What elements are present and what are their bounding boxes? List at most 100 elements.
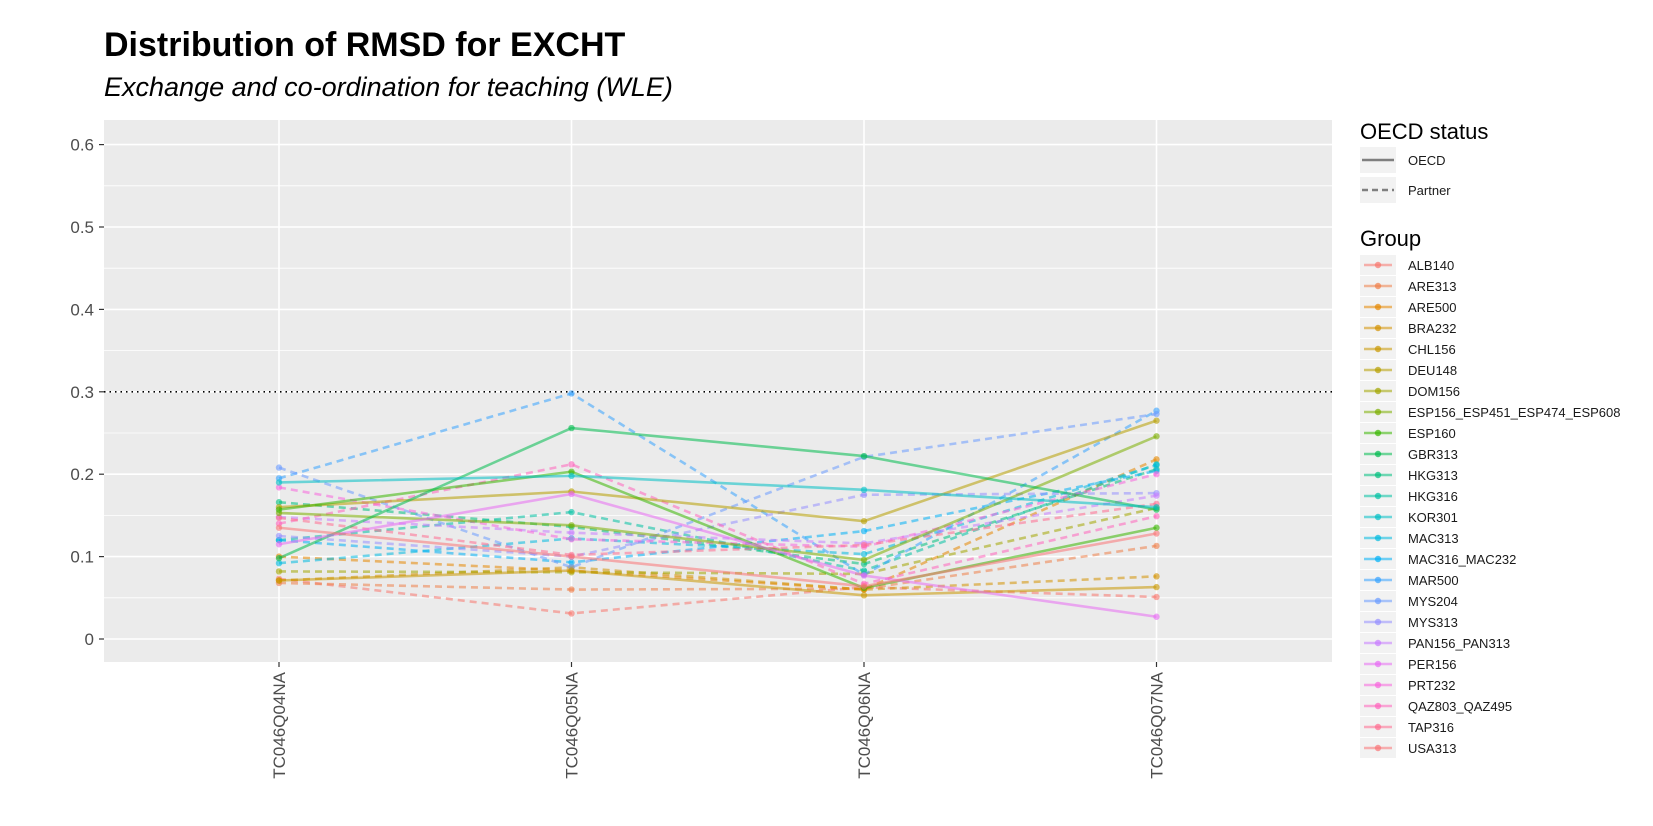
data-point: [275, 479, 283, 486]
y-tick-label: 0.6: [70, 136, 94, 155]
legend-label: Partner: [1408, 183, 1451, 198]
data-point: [1153, 542, 1160, 550]
group-key-prt232: PRT232: [1360, 675, 1455, 695]
legend-key-point: [1374, 744, 1382, 752]
group-key-mac313: MAC313: [1360, 528, 1459, 548]
data-point: [1153, 613, 1160, 620]
data-point: [568, 610, 575, 617]
legend-key-point: [1374, 555, 1382, 563]
y-axis: 0 0.1 0.2 0.3 0.4 0.5 0.6: [70, 136, 104, 649]
data-point: [568, 567, 575, 574]
group-key-mys313: MYS313: [1360, 612, 1458, 632]
data-point: [275, 514, 283, 522]
series-line: [278, 474, 1157, 509]
data-point: [860, 491, 868, 498]
linetype-key-oecd: OECD: [1360, 147, 1446, 173]
data-point: [568, 559, 575, 566]
legend-key-point: [1374, 366, 1382, 374]
group-key-are313: ARE313: [1360, 276, 1456, 296]
chart-title: Distribution of RMSD for EXCHT: [104, 26, 626, 64]
data-point: [1153, 524, 1160, 531]
data-point: [568, 424, 575, 432]
legend-key-point: [1374, 408, 1382, 416]
legend-title-oecd-status: OECD status: [1360, 119, 1488, 144]
data-point: [1153, 573, 1160, 580]
data-point: [275, 559, 283, 567]
x-axis: TC046Q04NA TC046Q05NA TC046Q06NA TC046Q07NA: [270, 662, 1167, 779]
series-line: [278, 544, 1157, 591]
data-point: [275, 499, 283, 506]
data-point: [860, 556, 868, 564]
legend-label: BRA232: [1408, 321, 1456, 336]
series-chl156: [275, 567, 1160, 599]
legend-label: KOR301: [1408, 510, 1458, 525]
group-key-alb140: ALB140: [1360, 255, 1454, 275]
data-point: [275, 464, 283, 471]
legend-label: ALB140: [1408, 258, 1454, 273]
group-key-usa313: USA313: [1360, 738, 1456, 758]
data-point: [860, 592, 868, 599]
x-tick-label: TC046Q05NA: [563, 671, 582, 778]
legend-label: GBR313: [1408, 447, 1458, 462]
series-prt232: [275, 471, 1160, 550]
legend-key-point: [1374, 681, 1382, 689]
legend-key-point: [1374, 345, 1382, 353]
legend-label: ARE313: [1408, 279, 1456, 294]
legend-title-group: Group: [1360, 226, 1421, 251]
group-key-esp160: ESP160: [1360, 423, 1456, 443]
data-point: [568, 508, 575, 516]
y-tick-label: 0.3: [70, 383, 94, 402]
group-key-chl156: CHL156: [1360, 339, 1456, 359]
legend-label: ESP160: [1408, 426, 1456, 441]
legend-label: TAP316: [1408, 720, 1454, 735]
x-tick-label: TC046Q06NA: [855, 671, 874, 778]
legend-key-point: [1374, 723, 1382, 731]
series-kor301: [275, 472, 1160, 511]
group-key-qaz803_qaz495: QAZ803_QAZ495: [1360, 696, 1512, 716]
data-point: [860, 550, 868, 558]
legend-key-point: [1374, 387, 1382, 395]
data-point: [1153, 530, 1160, 537]
series-line: [278, 426, 1157, 560]
data-point: [1153, 503, 1160, 511]
y-tick-label: 0: [85, 630, 94, 649]
data-point: [1153, 417, 1160, 424]
x-tick-label: TC046Q07NA: [1148, 671, 1167, 778]
series-line: [278, 526, 1157, 588]
y-tick-label: 0.1: [70, 548, 94, 567]
legend-label: MYS204: [1408, 594, 1458, 609]
data-point: [275, 555, 283, 562]
group-key-bra232: BRA232: [1360, 318, 1456, 338]
legend-label: HKG313: [1408, 468, 1458, 483]
group-key-are500: ARE500: [1360, 297, 1456, 317]
legend-label: DEU148: [1408, 363, 1457, 378]
legend-label: OECD: [1408, 153, 1446, 168]
data-point: [275, 532, 283, 540]
data-point: [860, 452, 868, 460]
series-line: [278, 469, 1157, 564]
data-point: [568, 472, 575, 480]
legend-key-point: [1374, 492, 1382, 500]
y-tick-label: 0.4: [70, 300, 94, 319]
legend-label: QAZ803_QAZ495: [1408, 699, 1512, 714]
data-point: [1153, 410, 1160, 418]
legend-key-point: [1374, 639, 1382, 647]
legend-key-point: [1374, 261, 1382, 269]
series-line: [278, 494, 1157, 545]
series-line: [278, 472, 1157, 549]
series-line: [278, 419, 1157, 523]
data-point: [860, 541, 868, 549]
data-point: [275, 577, 283, 584]
legend-label: MYS313: [1408, 615, 1458, 630]
data-point: [860, 486, 868, 494]
legend-key-point: [1374, 450, 1382, 458]
legend-key-point: [1374, 618, 1382, 626]
legend-key-point: [1374, 702, 1382, 710]
legend-label: USA313: [1408, 741, 1456, 756]
data-point: [275, 568, 283, 575]
group-key-mac316_mac232: MAC316_MAC232: [1360, 549, 1516, 569]
series-line: [278, 470, 1157, 590]
data-point: [1153, 461, 1160, 469]
series-line: [278, 502, 1157, 557]
